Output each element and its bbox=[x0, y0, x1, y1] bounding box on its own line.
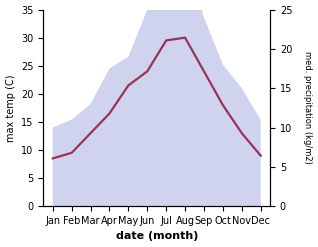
Y-axis label: max temp (C): max temp (C) bbox=[5, 74, 16, 142]
X-axis label: date (month): date (month) bbox=[115, 231, 198, 242]
Y-axis label: med. precipitation (kg/m2): med. precipitation (kg/m2) bbox=[303, 51, 313, 164]
